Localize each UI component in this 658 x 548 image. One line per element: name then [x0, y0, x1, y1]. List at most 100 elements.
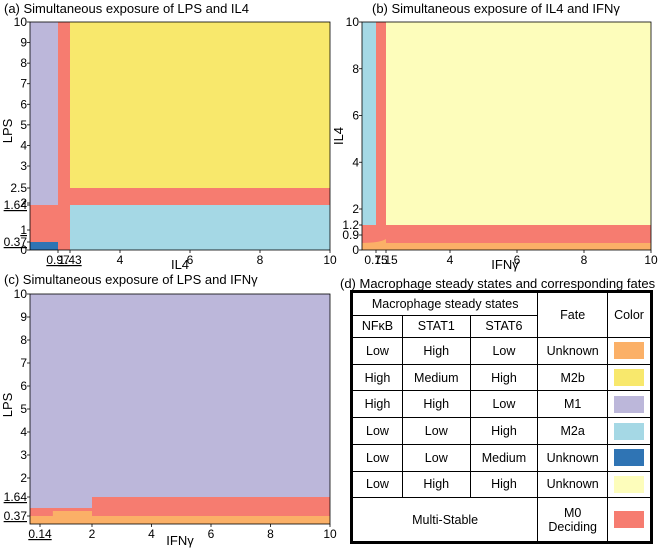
legend-fate: Unknown [537, 470, 609, 499]
legend-stat6: Low [469, 337, 539, 365]
legend-row-multistable: Multi-Stable M0 Deciding [350, 497, 652, 543]
legend-subheader-row: NFκB STAT1 STAT6 [351, 314, 652, 339]
color-swatch [614, 511, 645, 529]
legend-row: High Medium High M2b [351, 363, 652, 392]
y-tick-label: 10 [346, 15, 360, 29]
x-tick-label: 8 [581, 253, 588, 267]
x-tick-label: 10 [644, 253, 658, 267]
x-tick-label: 8 [267, 527, 274, 541]
axes-frame [29, 21, 331, 251]
legend-color-cell [607, 390, 652, 419]
legend-fate-header: Fate [537, 290, 609, 339]
legend-fate: M2a [537, 417, 609, 445]
legend-stat1: Low [401, 417, 471, 445]
legend-stat6-header: STAT6 [469, 314, 539, 339]
x-axis-label: IL4 [171, 257, 189, 272]
legend-group-header: Macrophage steady states [350, 291, 539, 316]
heatmap-region [70, 205, 330, 250]
y-tick-label: 2.5 [10, 181, 27, 195]
legend-stat6: High [469, 417, 539, 445]
x-tick-label: 10 [323, 253, 337, 267]
panel-c-title: (c) Simultaneous exposure of LPS and IFN… [4, 272, 258, 287]
heatmap-region [30, 516, 330, 524]
y-tick-label: 2 [20, 196, 27, 210]
legend-row: High High Low M1 [351, 390, 652, 419]
y-tick-label: 9 [20, 310, 27, 324]
color-swatch [614, 475, 645, 493]
legend-title: (d) Macrophage steady states and corresp… [340, 276, 656, 291]
heatmap-region [30, 242, 58, 250]
legend-multistable-fate: M0 Deciding [537, 497, 609, 543]
y-tick-label: 8 [20, 56, 27, 70]
y-tick-label: 8 [352, 62, 359, 76]
legend-stat1: Low [401, 443, 471, 472]
legend-nfkb-header: NFκB [351, 314, 403, 339]
legend-stat1: High [401, 470, 471, 499]
legend-nfkb: Low [351, 337, 403, 365]
x-tick-label: 4 [117, 253, 124, 267]
y-tick-label: 1 [20, 223, 27, 237]
heatmap-region [30, 22, 58, 205]
legend-fate-line1: M0 [563, 505, 582, 520]
y-tick-label: 5 [20, 402, 27, 416]
legend-color-cell [607, 443, 652, 472]
legend-color-cell [607, 470, 652, 499]
y-tick-label: 4 [20, 138, 27, 152]
panel-b-plot: 4 6 8 10 0.751.15 0 2 4 6 8 10 0.91.2 IFNγ IL4 [331, 15, 658, 272]
y-axis-label: IL4 [331, 127, 346, 145]
legend-nfkb: High [351, 363, 403, 392]
legend-color-cell [607, 417, 652, 445]
x-axis-label: IFNγ [491, 257, 519, 272]
y-tick-label: 9 [20, 36, 27, 50]
y-tick-label: 1.64 [4, 198, 28, 212]
x-tick-label: 6 [208, 527, 215, 541]
heatmap-region-curve [362, 239, 386, 250]
color-swatch [614, 342, 645, 360]
x-tick-label: 10 [323, 527, 337, 541]
y-tick-label: 6 [352, 109, 359, 123]
legend-fate: Unknown [537, 443, 609, 472]
y-tick-label: 3 [20, 159, 27, 173]
y-tick-label: 5 [20, 118, 27, 132]
legend-stat1: High [401, 390, 471, 419]
y-tick-label: 0.37 [4, 235, 28, 249]
legend-row: Low Low High M2a [351, 417, 652, 445]
legend-nfkb: High [351, 390, 403, 419]
y-axis-label: LPS [0, 118, 15, 143]
y-tick-label: 4 [20, 425, 27, 439]
x-tick-label: 6 [187, 253, 194, 267]
y-tick-label: 10 [14, 15, 28, 29]
x-tick-label: 4 [447, 253, 454, 267]
y-tick-label: 6 [20, 97, 27, 111]
panel-a-title: (a) Simultaneous exposure of LPS and IL4 [4, 1, 249, 16]
x-axis-label: IFNγ [166, 533, 194, 548]
x-tick-label: 2 [89, 527, 96, 541]
color-swatch [614, 422, 645, 440]
heatmap-region [386, 243, 651, 250]
legend-stat1: High [401, 337, 471, 365]
heatmap-region [52, 511, 92, 522]
heatmap-region [362, 22, 376, 225]
legend-table: Macrophage steady states Fate Color NFκB… [350, 290, 653, 544]
y-tick-label: 7 [20, 356, 27, 370]
legend-row: Low Low Medium Unknown [351, 443, 652, 472]
legend-stat6: High [469, 470, 539, 499]
y-tick-label: 1.2 [342, 218, 359, 232]
heatmap-region [92, 497, 330, 516]
heatmap-region [30, 294, 330, 524]
legend-color-cell [607, 497, 652, 543]
legend-fate: M2b [537, 363, 609, 392]
y-tick-label: 4 [352, 155, 359, 169]
y-tick-label: 0 [352, 243, 359, 257]
legend-stat1: Medium [401, 363, 471, 392]
color-swatch [614, 395, 645, 413]
color-swatch [614, 449, 645, 467]
heatmap-region [70, 22, 330, 188]
legend-nfkb: Low [351, 470, 403, 499]
axes-frame [361, 21, 652, 251]
x-tick-label: 0.97 [46, 253, 70, 267]
legend-stat6: High [469, 363, 539, 392]
legend-fate: M1 [537, 390, 609, 419]
